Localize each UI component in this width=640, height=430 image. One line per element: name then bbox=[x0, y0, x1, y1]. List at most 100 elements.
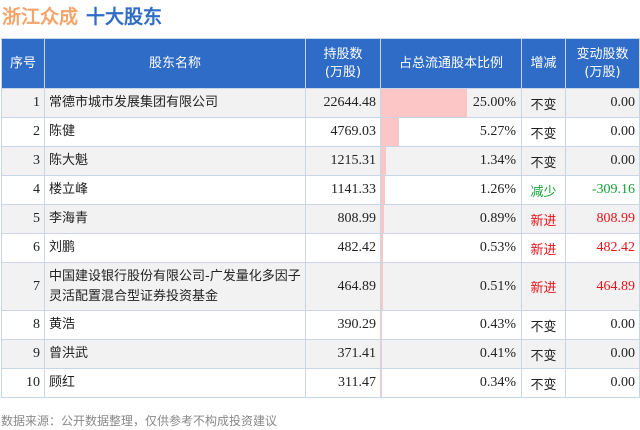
pct-label: 5.27% bbox=[479, 124, 516, 139]
table-row: 10 顾红 311.47 0.34% 不变 0.00 bbox=[1, 368, 640, 398]
change-amount: 0.00 bbox=[565, 339, 640, 369]
row-no: 1 bbox=[1, 88, 45, 118]
shareholder-name: 李海青 bbox=[44, 204, 306, 234]
change-amount: 0.00 bbox=[565, 310, 640, 340]
shares-held: 482.42 bbox=[305, 233, 381, 263]
pct-bar bbox=[381, 176, 386, 204]
shareholders-table: 序号 股东名称 持股数 (万股) 占总流通股本比例 增减 变动股数 (万股) 1… bbox=[1, 38, 640, 398]
row-no: 4 bbox=[1, 175, 45, 205]
page-title: 浙江众成 十大股东 bbox=[2, 2, 162, 29]
change-status: 不变 bbox=[521, 339, 566, 369]
source-note: 数据来源：公开数据整理，仅供参考不构成投资建议 bbox=[1, 414, 278, 428]
pct-cell: 0.53% bbox=[380, 233, 522, 263]
pct-bar bbox=[381, 311, 383, 339]
pct-bar bbox=[381, 89, 467, 117]
shares-held: 808.99 bbox=[305, 204, 381, 234]
change-status: 不变 bbox=[521, 117, 566, 147]
header-pct: 占总流通股本比例 bbox=[380, 38, 522, 89]
pct-bar bbox=[381, 263, 383, 310]
row-no: 2 bbox=[1, 117, 45, 147]
header-name: 股东名称 bbox=[44, 38, 306, 89]
change-status: 新进 bbox=[521, 262, 566, 311]
shareholder-name: 陈健 bbox=[44, 117, 306, 147]
shareholder-name: 刘鹏 bbox=[44, 233, 306, 263]
pct-label: 1.26% bbox=[479, 182, 516, 197]
pct-cell: 5.27% bbox=[380, 117, 522, 147]
pct-bar bbox=[381, 205, 385, 233]
row-no: 3 bbox=[1, 146, 45, 176]
shares-held: 464.89 bbox=[305, 262, 381, 311]
table-row: 1 常德市城市发展集团有限公司 22644.48 25.00% 不变 0.00 bbox=[1, 88, 640, 118]
shares-held: 1215.31 bbox=[305, 146, 381, 176]
pct-bar bbox=[381, 234, 383, 262]
change-status: 不变 bbox=[521, 368, 566, 398]
change-amount: 0.00 bbox=[565, 146, 640, 176]
change-amount: 464.89 bbox=[565, 262, 640, 311]
table-header: 序号 股东名称 持股数 (万股) 占总流通股本比例 增减 变动股数 (万股) bbox=[1, 38, 640, 89]
shares-held: 311.47 bbox=[305, 368, 381, 398]
change-amount: 0.00 bbox=[565, 117, 640, 147]
row-no: 5 bbox=[1, 204, 45, 234]
change-status: 不变 bbox=[521, 88, 566, 118]
header-no: 序号 bbox=[1, 38, 45, 89]
pct-label: 25.00% bbox=[472, 95, 516, 110]
pct-cell: 0.43% bbox=[380, 310, 522, 340]
table-row: 8 黄浩 390.29 0.43% 不变 0.00 bbox=[1, 310, 640, 340]
pct-cell: 1.34% bbox=[380, 146, 522, 176]
change-amount: 808.99 bbox=[565, 204, 640, 234]
pct-cell: 0.34% bbox=[380, 368, 522, 398]
shares-held: 1141.33 bbox=[305, 175, 381, 205]
table-row: 4 楼立峰 1141.33 1.26% 减少 -309.16 bbox=[1, 175, 640, 205]
change-amount: 0.00 bbox=[565, 88, 640, 118]
shareholder-name: 楼立峰 bbox=[44, 175, 306, 205]
company-name: 浙江众成 bbox=[2, 6, 79, 28]
header-delta: 变动股数 (万股) bbox=[565, 38, 640, 89]
change-amount: 482.42 bbox=[565, 233, 640, 263]
pct-bar bbox=[381, 147, 386, 175]
row-no: 6 bbox=[1, 233, 45, 263]
pct-label: 0.41% bbox=[479, 346, 516, 361]
table-row: 5 李海青 808.99 0.89% 新进 808.99 bbox=[1, 204, 640, 234]
shareholder-name: 黄浩 bbox=[44, 310, 306, 340]
pct-label: 0.51% bbox=[479, 278, 516, 294]
pct-cell: 1.26% bbox=[380, 175, 522, 205]
pct-label: 0.34% bbox=[479, 375, 516, 390]
shares-held: 4769.03 bbox=[305, 117, 381, 147]
pct-cell: 0.51% bbox=[380, 262, 522, 311]
change-amount: -309.16 bbox=[565, 175, 640, 205]
pct-label: 0.89% bbox=[479, 211, 516, 226]
header-change: 增减 bbox=[521, 38, 566, 89]
pct-cell: 0.89% bbox=[380, 204, 522, 234]
change-status: 减少 bbox=[521, 175, 566, 205]
header-shares: 持股数 (万股) bbox=[305, 38, 381, 89]
table-row: 9 曾洪武 371.41 0.41% 不变 0.00 bbox=[1, 339, 640, 369]
row-no: 9 bbox=[1, 339, 45, 369]
table-row: 7 中国建设银行股份有限公司-广发量化多因子灵活配置混合型证券投资基金 464.… bbox=[1, 262, 640, 311]
change-status: 不变 bbox=[521, 146, 566, 176]
shareholder-name: 顾红 bbox=[44, 368, 306, 398]
title-subtitle: 十大股东 bbox=[86, 6, 163, 28]
change-status: 不变 bbox=[521, 310, 566, 340]
pct-bar bbox=[381, 369, 383, 397]
shares-held: 371.41 bbox=[305, 339, 381, 369]
pct-cell: 25.00% bbox=[380, 88, 522, 118]
pct-label: 0.53% bbox=[479, 240, 516, 255]
change-amount: 0.00 bbox=[565, 368, 640, 398]
shareholder-name: 中国建设银行股份有限公司-广发量化多因子灵活配置混合型证券投资基金 bbox=[44, 262, 306, 311]
shareholder-name: 曾洪武 bbox=[44, 339, 306, 369]
pct-cell: 0.41% bbox=[380, 339, 522, 369]
shareholder-name: 陈大魁 bbox=[44, 146, 306, 176]
table-row: 2 陈健 4769.03 5.27% 不变 0.00 bbox=[1, 117, 640, 147]
pct-bar bbox=[381, 118, 400, 146]
shares-held: 390.29 bbox=[305, 310, 381, 340]
row-no: 10 bbox=[1, 368, 45, 398]
shareholder-name: 常德市城市发展集团有限公司 bbox=[44, 88, 306, 118]
table-row: 6 刘鹏 482.42 0.53% 新进 482.42 bbox=[1, 233, 640, 263]
row-no: 7 bbox=[1, 262, 45, 311]
shares-held: 22644.48 bbox=[305, 88, 381, 118]
pct-bar bbox=[381, 340, 383, 368]
change-status: 新进 bbox=[521, 233, 566, 263]
table-row: 3 陈大魁 1215.31 1.34% 不变 0.00 bbox=[1, 146, 640, 176]
pct-label: 1.34% bbox=[479, 153, 516, 168]
row-no: 8 bbox=[1, 310, 45, 340]
